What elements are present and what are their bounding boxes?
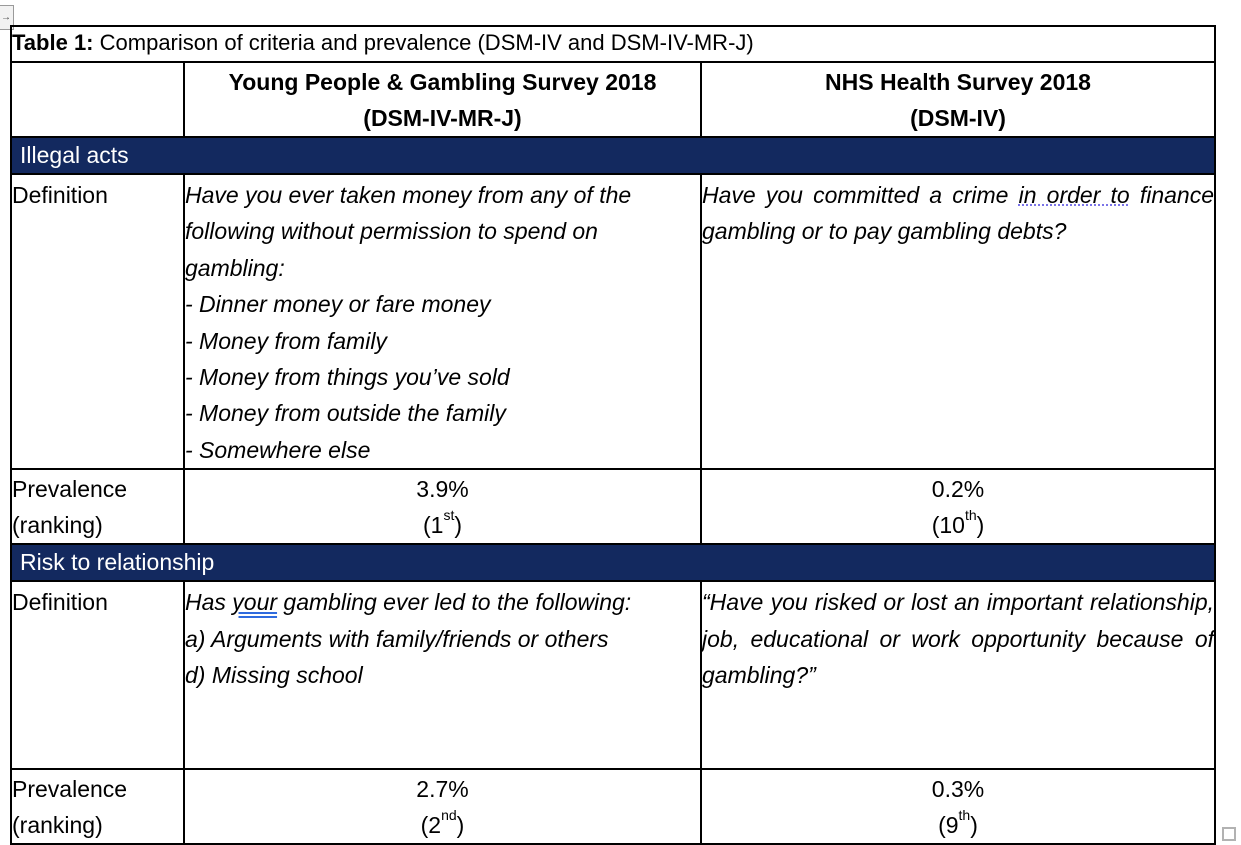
survey2-subtitle: (DSM-IV) — [910, 105, 1006, 131]
definition-list-item: - Money from outside the family — [185, 400, 506, 427]
grammar-underlined-text: your — [232, 589, 278, 616]
header-cell-survey2[interactable]: NHS Health Survey 2018 (DSM-IV) — [699, 61, 1217, 138]
definition-list-item: - Dinner money or fare money — [185, 291, 491, 318]
prevalence-label: Prevalence — [12, 776, 128, 803]
definition-intro: Have you ever taken money from any of th… — [185, 182, 632, 281]
prevalence-value: 2.7% — [416, 776, 469, 803]
section-header-illegal-acts[interactable]: Illegal acts — [9, 136, 1217, 175]
survey1-subtitle: (DSM-IV-MR-J) — [363, 105, 522, 131]
table-row: Definition Have you ever taken money fro… — [10, 172, 1217, 471]
ordinal-suffix: th — [964, 507, 977, 524]
table-row: Illegal acts — [9, 136, 1217, 175]
survey1-title: Young People & Gambling Survey 2018 — [228, 69, 657, 95]
definition-label: Definition — [12, 589, 108, 616]
table-row: Young People & Gambling Survey 2018 (DSM… — [10, 61, 1217, 138]
definition-list-item: a) Arguments with family/friends or othe… — [185, 625, 609, 652]
definition-text: Have you committed a crime — [702, 182, 1019, 208]
prevalence-cell-survey2[interactable]: 0.2% (10th) — [699, 468, 1217, 546]
prevalence-cell-survey1[interactable]: 2.7% (2nd) — [183, 768, 702, 845]
table-move-handle-icon[interactable]: → — [0, 5, 14, 30]
move-arrow-glyph: → — [1, 12, 11, 23]
definition-cell-survey1[interactable]: Have you ever taken money from any of th… — [183, 172, 702, 471]
table-row: Prevalence (ranking) 3.9% (1st) 0.2% (10… — [10, 468, 1217, 546]
ordinal-suffix: th — [958, 807, 971, 824]
caption-bold-label: Table 1: — [12, 30, 94, 55]
prevalence-value: 0.3% — [931, 776, 985, 803]
table-row: Definition Has your gambling ever led to… — [10, 580, 1217, 771]
table-row: Table 1: Comparison of criteria and prev… — [9, 25, 1217, 63]
prevalence-label: Prevalence — [12, 476, 128, 503]
header-cell-survey1[interactable]: Young People & Gambling Survey 2018 (DSM… — [183, 61, 702, 138]
survey2-title: NHS Health Survey 2018 — [825, 69, 1091, 95]
prevalence-cell-survey2[interactable]: 0.3% (9th) — [699, 768, 1217, 845]
definition-cell-survey1[interactable]: Has your gambling ever led to the follow… — [183, 580, 702, 771]
prevalence-rank: (9th) — [938, 807, 978, 839]
definition-cell-survey2[interactable]: Have you committed a crime in order to f… — [699, 172, 1217, 471]
empty-header-cell[interactable] — [10, 61, 185, 138]
caption-text: Comparison of criteria and prevalence (D… — [93, 30, 754, 55]
prevalence-value: 3.9% — [416, 476, 469, 503]
definition-list-item: - Money from things you’ve sold — [185, 364, 510, 391]
definition-text: finance gambling or to pay gambling debt… — [702, 182, 1215, 245]
definition-cell-survey2[interactable]: “Have you risked or lost an important re… — [699, 580, 1217, 771]
document-table-container: Table 1: Comparison of criteria and prev… — [9, 25, 1217, 845]
definition-list-item: - Money from family — [185, 327, 387, 354]
definition-list-item: d) Missing school — [185, 662, 363, 689]
prevalence-label-cell[interactable]: Prevalence (ranking) — [10, 468, 185, 546]
definition-intro: Has your gambling ever led to the follow… — [185, 589, 632, 616]
definition-list-item: - Somewhere else — [185, 436, 371, 463]
prevalence-rank: (1st) — [422, 507, 462, 539]
style-suggestion-underlined-text: in order to — [1018, 182, 1130, 208]
prevalence-rank: (2nd) — [420, 807, 465, 839]
ordinal-suffix: nd — [441, 807, 457, 824]
ranking-label: (ranking) — [12, 812, 103, 839]
table-row: Risk to relationship — [9, 543, 1217, 583]
prevalence-label-cell[interactable]: Prevalence (ranking) — [10, 768, 185, 845]
definition-text: “Have you risked or lost an important re… — [702, 589, 1215, 689]
section-header-risk-to-relationship[interactable]: Risk to relationship — [9, 543, 1217, 583]
definition-label-cell[interactable]: Definition — [10, 172, 185, 471]
definition-label-cell[interactable]: Definition — [10, 580, 185, 771]
prevalence-cell-survey1[interactable]: 3.9% (1st) — [183, 468, 702, 546]
section-header-label: Risk to relationship — [20, 549, 215, 576]
ranking-label: (ranking) — [12, 512, 103, 539]
prevalence-rank: (10th) — [931, 507, 985, 539]
table-caption-cell[interactable]: Table 1: Comparison of criteria and prev… — [9, 25, 1217, 63]
table-row: Prevalence (ranking) 2.7% (2nd) 0.3% (9t… — [10, 768, 1217, 845]
ordinal-suffix: st — [443, 507, 455, 524]
comparison-table: Table 1: Comparison of criteria and prev… — [9, 25, 1217, 845]
prevalence-value: 0.2% — [931, 476, 985, 503]
definition-label: Definition — [12, 182, 108, 208]
section-header-label: Illegal acts — [20, 142, 129, 168]
